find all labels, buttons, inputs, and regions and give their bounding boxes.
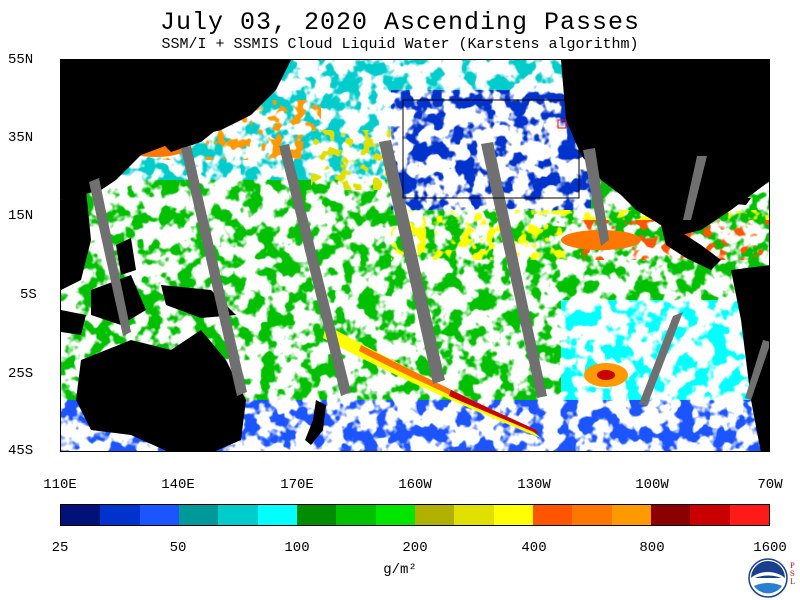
no-data-swaths (89, 140, 769, 406)
lat-label-5s: 5S (20, 287, 37, 303)
lat-label-55n: 55N (8, 52, 34, 68)
color-swatch-3 (178, 505, 219, 525)
cloud-liquid-water-map (60, 59, 770, 452)
color-swatch-11 (493, 505, 533, 525)
lon-label-100w: 100W (635, 477, 669, 493)
scale-tick-100: 100 (284, 540, 310, 556)
logo-side-text: P S L (790, 562, 795, 586)
scale-tick-1600: 1600 (753, 540, 787, 556)
color-scale-bar (60, 504, 770, 526)
lon-label-170e: 170E (280, 477, 314, 493)
color-swatch-13 (572, 505, 612, 525)
scale-tick-50: 50 (169, 540, 187, 556)
color-swatch-7 (336, 505, 376, 525)
region-box (402, 99, 580, 199)
color-swatch-1 (100, 505, 140, 525)
noaa-logo-icon (748, 558, 788, 598)
lat-label-35n: 35N (8, 130, 34, 146)
lat-label-25s: 25S (8, 366, 34, 382)
color-swatch-10 (454, 505, 494, 525)
color-swatch-8 (375, 505, 415, 525)
lat-label-45s: 45S (8, 443, 34, 459)
lon-label-160w: 160W (398, 477, 432, 493)
scale-tick-400: 400 (521, 540, 547, 556)
color-swatch-9 (414, 505, 455, 525)
units-label: g/m² (383, 562, 417, 578)
color-swatch-0 (61, 505, 101, 525)
color-swatch-12 (532, 505, 573, 525)
color-swatch-6 (296, 505, 337, 525)
region-marker (557, 119, 567, 129)
lon-label-130w: 130W (517, 477, 551, 493)
color-swatch-5 (257, 505, 297, 525)
color-swatch-15 (650, 505, 691, 525)
scale-tick-25: 25 (51, 540, 69, 556)
color-swatch-14 (611, 505, 651, 525)
scale-tick-200: 200 (402, 540, 428, 556)
lon-label-70w: 70W (757, 477, 783, 493)
color-swatch-16 (690, 505, 730, 525)
map-title: July 03, 2020 Ascending Passes (159, 8, 641, 37)
lat-label-15n: 15N (8, 208, 34, 224)
color-swatch-17 (729, 505, 769, 525)
land-masses (61, 60, 769, 451)
color-swatch-4 (218, 505, 258, 525)
lon-label-110e: 110E (43, 477, 77, 493)
map-subtitle: SSM/I + SSMIS Cloud Liquid Water (Karste… (161, 36, 639, 53)
lon-label-140e: 140E (161, 477, 195, 493)
scale-tick-800: 800 (639, 540, 665, 556)
color-swatch-2 (139, 505, 179, 525)
